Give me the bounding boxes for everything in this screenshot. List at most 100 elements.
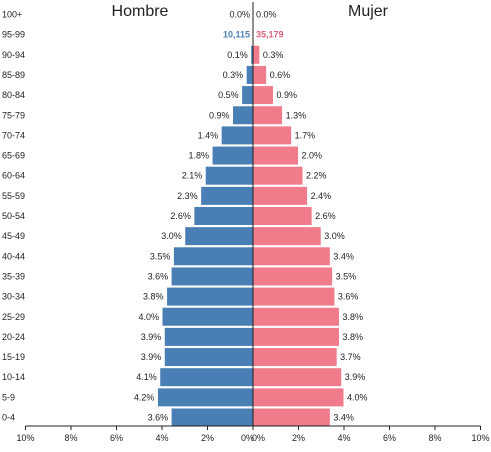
x-tick-label-9: 6% [383, 433, 396, 443]
bar-hombre-15-19 [163, 347, 254, 368]
bar-mujer-10-14 [252, 367, 343, 388]
age-label-20-24: 20-24 [2, 332, 25, 342]
age-label-50-54: 50-54 [2, 211, 25, 221]
age-label-60-64: 60-64 [2, 171, 25, 181]
value-label-hombre-50-54: 2.6% [170, 211, 191, 221]
value-label-hombre-55-59: 2.3% [177, 191, 198, 201]
value-label-mujer-95-99: 35,179 [256, 30, 284, 40]
value-label-mujer-10-14: 3.9% [345, 372, 366, 382]
age-label-55-59: 55-59 [2, 191, 25, 201]
value-label-mujer-20-24: 3.8% [342, 332, 363, 342]
x-tick-label-0: 10% [16, 433, 34, 443]
bar-hombre-50-54 [193, 206, 254, 226]
age-label-65-69: 65-69 [2, 151, 25, 161]
bar-hombre-70-74 [220, 125, 254, 146]
x-axis: 10% 8% 6% 4% 2% 0%0% 2% 4% 6% 8% 10% [16, 2, 490, 443]
value-label-hombre-20-24: 3.9% [141, 332, 162, 342]
x-tick-label-6: 0% [252, 433, 265, 443]
bar-hombre-80-84 [241, 85, 254, 106]
bar-mujer-60-64 [252, 165, 304, 186]
value-label-hombre-85-89: 0.3% [223, 70, 244, 80]
value-label-mujer-15-19: 3.7% [340, 352, 361, 362]
value-label-mujer-0-4: 3.4% [333, 413, 354, 423]
value-label-hombre-90-94: 0.1% [227, 50, 248, 60]
title-right: Mujer [348, 3, 389, 20]
bar-hombre-10-14 [159, 367, 254, 388]
value-label-hombre-0-4: 3.6% [148, 413, 169, 423]
x-tick-label-11: 10% [471, 433, 489, 443]
x-tick-label-7: 2% [292, 433, 305, 443]
bar-mujer-85-89 [252, 64, 268, 85]
bar-hombre-35-39 [170, 266, 254, 287]
bar-hombre-5-9 [156, 387, 254, 408]
bar-hombre-60-64 [204, 165, 254, 186]
value-label-hombre-5-9: 4.2% [134, 392, 155, 402]
bar-mujer-45-49 [252, 226, 322, 247]
age-label-0-4: 0-4 [2, 413, 15, 423]
age-label-30-34: 30-34 [2, 292, 25, 302]
value-label-hombre-65-69: 1.8% [189, 151, 210, 161]
bar-hombre-30-34 [166, 286, 254, 307]
bar-mujer-90-94 [252, 44, 261, 65]
value-label-hombre-35-39: 3.6% [148, 271, 169, 281]
bar-mujer-80-84 [252, 85, 274, 106]
age-label-70-74: 70-74 [2, 130, 25, 140]
age-label-10-14: 10-14 [2, 372, 25, 382]
age-label-45-49: 45-49 [2, 231, 25, 241]
bar-hombre-85-89 [245, 64, 254, 85]
value-label-mujer-80-84: 0.9% [276, 90, 297, 100]
x-tick-label-3: 4% [155, 433, 168, 443]
value-label-mujer-40-44: 3.4% [333, 251, 354, 261]
age-label-25-29: 25-29 [2, 312, 25, 322]
age-label-40-44: 40-44 [2, 251, 25, 261]
value-label-mujer-70-74: 1.7% [295, 130, 316, 140]
age-label-15-19: 15-19 [2, 352, 25, 362]
value-label-mujer-50-54: 2.6% [315, 211, 336, 221]
value-label-hombre-95-99: 10,115 [223, 30, 250, 40]
bar-hombre-65-69 [211, 145, 254, 166]
value-label-hombre-80-84: 0.5% [218, 90, 239, 100]
age-label-100+: 100+ [2, 10, 22, 20]
x-tick-label-5: 0% [241, 433, 254, 443]
age-label-95-99: 95-99 [2, 30, 25, 40]
bar-mujer-15-19 [252, 347, 338, 368]
value-label-hombre-15-19: 3.9% [141, 352, 162, 362]
age-label-90-94: 90-94 [2, 50, 25, 60]
value-label-hombre-45-49: 3.0% [161, 231, 182, 241]
value-label-mujer-55-59: 2.4% [311, 191, 332, 201]
bar-mujer-5-9 [252, 387, 345, 408]
title-left: Hombre [112, 3, 169, 20]
bar-mujer-25-29 [252, 306, 340, 327]
value-label-hombre-40-44: 3.5% [150, 251, 171, 261]
value-label-mujer-30-34: 3.6% [338, 292, 359, 302]
bar-mujer-35-39 [252, 266, 334, 287]
bar-hombre-20-24 [163, 326, 254, 347]
x-tick-label-10: 8% [428, 433, 441, 443]
bar-mujer-65-69 [252, 145, 299, 166]
bar-hombre-0-4 [170, 407, 254, 428]
bar-mujer-0-4 [252, 407, 331, 428]
value-label-mujer-5-9: 4.0% [347, 392, 368, 402]
x-tick-label-8: 4% [337, 433, 350, 443]
bar-mujer-75-79 [252, 105, 284, 126]
bar-hombre-45-49 [184, 226, 254, 247]
bar-hombre-40-44 [172, 246, 254, 267]
value-label-mujer-85-89: 0.6% [270, 70, 291, 80]
value-label-mujer-75-79: 1.3% [286, 110, 307, 120]
x-tick-label-2: 6% [110, 433, 123, 443]
value-label-hombre-30-34: 3.8% [143, 292, 164, 302]
bar-mujer-50-54 [252, 206, 313, 226]
bar-mujer-70-74 [252, 125, 293, 146]
value-label-mujer-60-64: 2.2% [306, 171, 327, 181]
value-label-hombre-60-64: 2.1% [182, 171, 203, 181]
value-label-mujer-100+: 0.0% [256, 10, 277, 20]
value-label-mujer-25-29: 3.8% [342, 312, 363, 322]
value-label-hombre-25-29: 4.0% [138, 312, 159, 322]
bar-hombre-75-79 [232, 105, 254, 126]
bar-mujer-55-59 [252, 185, 309, 206]
value-label-hombre-10-14: 4.1% [136, 372, 157, 382]
bar-mujer-30-34 [252, 286, 336, 307]
labels-group: 100+ 0.0% 0.0% 95-99 10,115 35,179 90-94 0.1% 0.… [2, 10, 368, 423]
bar-hombre-55-59 [200, 185, 254, 206]
